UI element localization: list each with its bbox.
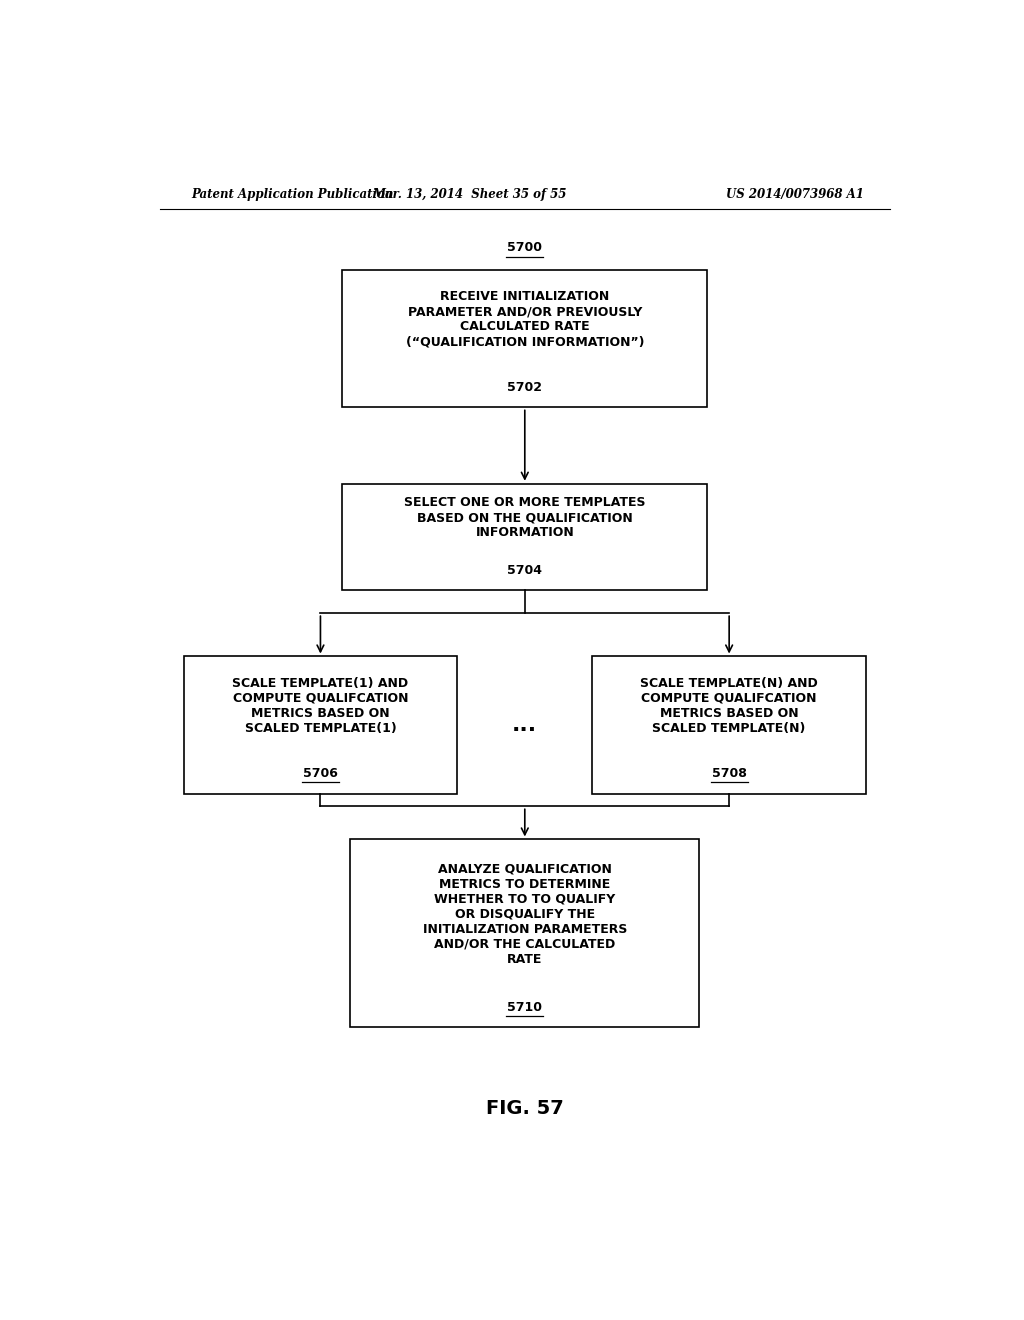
Text: 5706: 5706 <box>303 767 338 780</box>
Text: ANALYZE QUALIFICATION
METRICS TO DETERMINE
WHETHER TO TO QUALIFY
OR DISQUALIFY T: ANALYZE QUALIFICATION METRICS TO DETERMI… <box>423 862 627 966</box>
Text: US 2014/0073968 A1: US 2014/0073968 A1 <box>726 189 863 202</box>
Text: Mar. 13, 2014  Sheet 35 of 55: Mar. 13, 2014 Sheet 35 of 55 <box>372 189 566 202</box>
Text: ...: ... <box>512 715 538 735</box>
Text: 5702: 5702 <box>507 380 543 393</box>
FancyBboxPatch shape <box>350 840 699 1027</box>
Text: SCALE TEMPLATE(N) AND
COMPUTE QUALIFCATION
METRICS BASED ON
SCALED TEMPLATE(N): SCALE TEMPLATE(N) AND COMPUTE QUALIFCATI… <box>640 677 818 735</box>
Text: FIG. 57: FIG. 57 <box>486 1100 563 1118</box>
Text: 5708: 5708 <box>712 767 746 780</box>
FancyBboxPatch shape <box>183 656 458 793</box>
Text: 5704: 5704 <box>507 564 543 577</box>
Text: 5700: 5700 <box>507 242 543 255</box>
FancyBboxPatch shape <box>342 483 708 590</box>
Text: 5710: 5710 <box>507 1001 543 1014</box>
Text: SCALE TEMPLATE(1) AND
COMPUTE QUALIFCATION
METRICS BASED ON
SCALED TEMPLATE(1): SCALE TEMPLATE(1) AND COMPUTE QUALIFCATI… <box>232 677 409 735</box>
Text: SELECT ONE OR MORE TEMPLATES
BASED ON THE QUALIFICATION
INFORMATION: SELECT ONE OR MORE TEMPLATES BASED ON TH… <box>404 496 645 539</box>
FancyBboxPatch shape <box>592 656 866 793</box>
Text: Patent Application Publication: Patent Application Publication <box>191 189 394 202</box>
Text: RECEIVE INITIALIZATION
PARAMETER AND/OR PREVIOUSLY
CALCULATED RATE
(“QUALIFICATI: RECEIVE INITIALIZATION PARAMETER AND/OR … <box>406 290 644 348</box>
FancyBboxPatch shape <box>342 271 708 408</box>
